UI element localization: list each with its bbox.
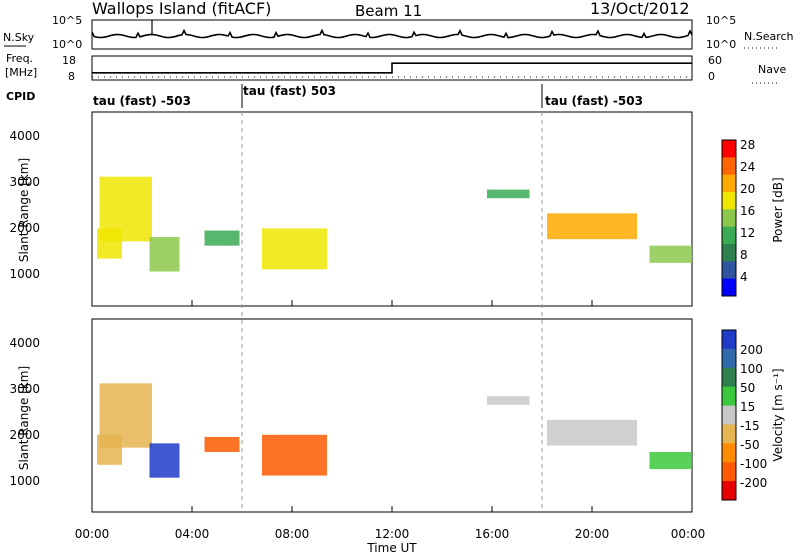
x-tick-0000: 00:00 [75,527,110,541]
velocity-ytick-3000: 3000 [9,382,40,396]
power-colorbar-segment [722,261,736,280]
power-cbar-tick-24: 24 [740,160,755,174]
power-ytick-3000: 3000 [9,175,40,189]
beam-label: Beam 11 [355,2,422,20]
noise-left-tick-top: 10^5 [52,14,82,27]
cpid-label: CPID [6,90,35,103]
power-ytick-4000: 4000 [9,129,40,143]
nave-tick-bottom: 0 [708,70,715,83]
velocity-echo-region-7 [547,419,637,446]
velocity-echo-region-6 [487,396,530,405]
x-tick-0400: 04:00 [175,527,210,541]
station-title: Wallops Island (fitACF) [92,0,271,18]
frequency-trace [92,62,692,74]
x-tick-0800: 08:00 [275,527,310,541]
velocity-colorbar-segment [722,386,736,407]
cpid-segment-2: tau (fast) 503 [243,84,336,98]
power-colorbar-segment [722,278,736,297]
power-colorbar-segment [722,192,736,210]
cpid-segment-3: tau (fast) -503 [545,94,643,108]
power-ytick-2000: 2000 [9,221,40,235]
velocity-colorbar-segment [722,424,736,444]
velocity-echo-region-5 [262,434,327,476]
power-ytick-1000: 1000 [9,267,40,281]
velocity-cbar-tick-50: 50 [740,381,755,395]
velocity-cbar-tick-200: 200 [740,343,763,357]
noise-search-label: N.Search [744,30,794,43]
power-cbar-tick-28: 28 [740,138,755,152]
velocity-ytick-2000: 2000 [9,428,40,442]
freq-tick-bottom: 8 [68,70,75,83]
x-tick-1600: 16:00 [475,527,510,541]
freq-tick-top: 18 [62,54,76,67]
power-echo-region-7 [547,213,637,240]
power-echo-region-4 [204,230,240,246]
power-cbar-tick-4: 4 [740,270,748,284]
x-tick-2400: 00:00 [671,527,706,541]
velocity-cbar-tick-m15: -15 [740,419,760,433]
velocity-cbar-title: Velocity [m s⁻¹] [771,368,785,461]
velocity-colorbar-segment [722,462,736,482]
power-panel-frame [91,111,693,307]
velocity-colorbar-segment [722,443,736,463]
velocity-ytick-4000: 4000 [9,336,40,350]
velocity-panel-frame [91,318,693,513]
x-tick-2000: 20:00 [575,527,610,541]
velocity-colorbar-segment [722,330,736,350]
power-colorbar-frame [721,139,737,297]
power-echo-region-6 [487,189,530,199]
velocity-ytick-1000: 1000 [9,474,40,488]
velocity-colorbar-segment [722,348,736,369]
velocity-colorbar-frame [721,329,737,501]
power-cbar-tick-20: 20 [740,182,755,196]
power-cbar-tick-12: 12 [740,226,755,240]
freq-label: Freq. [6,52,33,65]
velocity-echo-region-8 [649,451,692,470]
power-colorbar-segment [722,157,736,176]
velocity-colorbar-segment [722,405,736,425]
velocity-cbar-tick-15: 15 [740,400,755,414]
velocity-y-axis-title: Slant Range [km] [17,366,31,470]
freq-panel-frame [91,55,693,81]
velocity-echo-region-4 [204,436,240,452]
x-tick-1200: 12:00 [375,527,410,541]
power-colorbar-segment [722,140,736,158]
velocity-colorbar-segment [722,367,736,388]
power-colorbar-segment [722,244,736,262]
velocity-echo-region-2 [97,434,122,465]
power-colorbar-segment [722,209,736,228]
velocity-cbar-tick-m200: -200 [740,476,767,490]
noise-right-tick-top: 10^5 [706,14,736,27]
nave-label: Nave [758,63,786,76]
noise-right-tick-bottom: 10^0 [706,38,736,51]
cpid-segment-1: tau (fast) -503 [93,94,191,108]
noise-left-tick-bottom: 10^0 [52,38,82,51]
freq-unit-label: [MHz] [5,66,37,79]
velocity-colorbar-segment [722,481,736,501]
power-echo-region-5 [262,228,327,270]
noise-sky-label: N.Sky [3,31,35,44]
x-axis-title: Time UT [366,541,417,554]
velocity-echo-region-3 [149,443,180,478]
power-colorbar-segment [722,226,736,245]
power-cbar-tick-8: 8 [740,248,748,262]
power-cbar-tick-16: 16 [740,204,755,218]
power-echo-region-3 [149,237,180,272]
date-label: 13/Oct/2012 [590,0,690,18]
power-echo-region-8 [649,245,692,263]
power-colorbar-segment [722,174,736,193]
nave-tick-top: 60 [708,54,722,67]
noise-trace [91,28,693,39]
power-cbar-title: Power [dB] [771,177,785,242]
velocity-cbar-tick-100: 100 [740,362,763,376]
velocity-cbar-tick-m50: -50 [740,438,760,452]
power-echo-region-2 [97,228,122,259]
power-y-axis-title: Slant Range [km] [17,158,31,262]
velocity-cbar-tick-m100: -100 [740,457,767,471]
